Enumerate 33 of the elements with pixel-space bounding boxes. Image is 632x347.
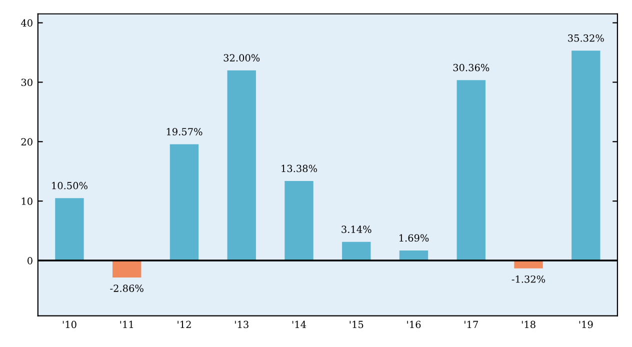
data-label: 32.00% <box>224 54 260 62</box>
y-tick-label: 20 <box>21 138 32 146</box>
data-label: 3.14% <box>342 226 372 234</box>
y-tick-label: 0 <box>28 256 32 264</box>
x-tick-label: '19 <box>579 320 593 328</box>
data-label: 19.57% <box>166 128 202 136</box>
bar <box>572 50 600 261</box>
bar <box>342 242 371 261</box>
data-label: -2.86% <box>110 284 144 292</box>
bar <box>112 260 142 278</box>
bar <box>170 144 199 261</box>
x-tick-label: '18 <box>522 320 536 328</box>
x-tick-label: '12 <box>178 320 191 328</box>
x-tick-label: '11 <box>120 320 133 328</box>
bar <box>284 180 314 261</box>
data-label: 13.38% <box>282 164 317 172</box>
data-label: -1.32% <box>512 275 546 283</box>
x-tick-label: '17 <box>464 320 478 328</box>
bar <box>227 70 256 261</box>
data-label: 10.50% <box>52 182 88 190</box>
bar <box>55 198 84 261</box>
x-tick-label: '14 <box>292 320 306 328</box>
x-tick-label: '15 <box>350 320 364 328</box>
y-tick-label: 30 <box>21 78 32 86</box>
bar <box>456 80 486 261</box>
data-label: 35.32% <box>568 34 604 42</box>
data-label: 1.69% <box>400 234 429 242</box>
x-tick-label: '10 <box>62 320 76 328</box>
x-tick-label: '13 <box>235 320 248 328</box>
data-label: 30.36% <box>453 64 490 72</box>
x-tick-label: '16 <box>407 320 421 328</box>
y-tick-label: 40 <box>20 19 32 27</box>
y-tick-label: 10 <box>22 198 32 205</box>
